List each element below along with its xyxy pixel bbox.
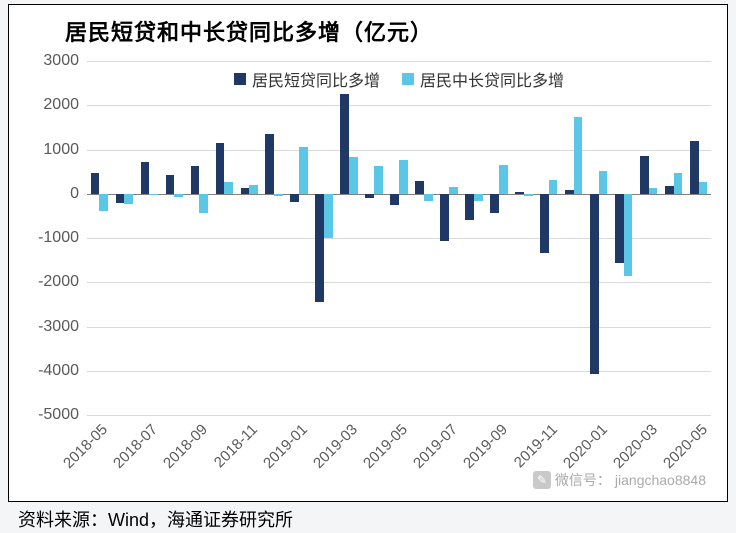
gridline bbox=[87, 282, 711, 283]
bar-series-1 bbox=[540, 194, 549, 253]
y-tick-label: 1000 bbox=[19, 141, 79, 159]
gridline bbox=[87, 105, 711, 106]
x-tick-label: 2019-05 bbox=[357, 421, 411, 475]
bar-series-2 bbox=[374, 166, 383, 194]
watermark: ✎ 微信号： jiangchao8848 bbox=[533, 470, 706, 490]
gridline bbox=[87, 371, 711, 372]
legend-swatch-2 bbox=[402, 73, 414, 85]
x-tick-label: 2019-09 bbox=[456, 421, 510, 475]
bar-series-1 bbox=[116, 194, 125, 203]
bar-series-2 bbox=[599, 171, 608, 194]
bar-series-2 bbox=[349, 157, 358, 194]
bar-series-1 bbox=[241, 188, 250, 194]
watermark-id: jiangchao8848 bbox=[615, 472, 706, 488]
x-tick-label: 2020-01 bbox=[556, 421, 610, 475]
y-tick-label: -1000 bbox=[19, 229, 79, 247]
y-tick-label: 2000 bbox=[19, 96, 79, 114]
legend-label-1: 居民短贷同比多增 bbox=[252, 67, 380, 91]
bar-series-1 bbox=[365, 194, 374, 198]
bar-series-2 bbox=[249, 185, 258, 194]
bar-series-2 bbox=[449, 187, 458, 194]
bar-series-1 bbox=[415, 181, 424, 194]
chart-card: 居民短贷和中长贷同比多增（亿元） 居民短贷同比多增 居民中长贷同比多增 -500… bbox=[8, 4, 728, 502]
bar-series-2 bbox=[99, 194, 108, 211]
bar-series-2 bbox=[174, 194, 183, 198]
bar-series-1 bbox=[91, 173, 100, 194]
bar-series-2 bbox=[324, 194, 333, 238]
bar-series-1 bbox=[216, 143, 225, 193]
bar-series-2 bbox=[299, 147, 308, 193]
bar-series-1 bbox=[390, 194, 399, 205]
gridline bbox=[87, 150, 711, 151]
bar-series-2 bbox=[274, 194, 283, 197]
bar-series-1 bbox=[590, 194, 599, 374]
x-tick-label: 2019-07 bbox=[406, 421, 460, 475]
bar-series-2 bbox=[674, 173, 683, 194]
bar-series-2 bbox=[149, 194, 158, 195]
x-tick-label: 2019-11 bbox=[506, 421, 560, 475]
legend-item-series-1: 居民短贷同比多增 bbox=[234, 67, 380, 91]
bar-series-2 bbox=[424, 194, 433, 201]
gridline bbox=[87, 61, 711, 62]
y-tick-label: -3000 bbox=[19, 318, 79, 336]
wechat-icon: ✎ bbox=[533, 471, 551, 489]
legend: 居民短贷同比多增 居民中长贷同比多增 bbox=[87, 67, 711, 91]
bar-series-1 bbox=[615, 194, 624, 263]
bar-series-2 bbox=[399, 160, 408, 194]
bar-series-1 bbox=[265, 134, 274, 193]
plot-area: 居民短贷同比多增 居民中长贷同比多增 bbox=[87, 61, 711, 415]
bar-series-2 bbox=[699, 182, 708, 194]
bar-series-1 bbox=[690, 141, 699, 194]
legend-swatch-1 bbox=[234, 73, 246, 85]
bar-series-2 bbox=[574, 117, 583, 194]
x-tick-label: 2020-03 bbox=[606, 421, 660, 475]
bar-series-1 bbox=[315, 194, 324, 302]
bar-series-1 bbox=[465, 194, 474, 221]
y-tick-label: 0 bbox=[19, 185, 79, 203]
bar-series-2 bbox=[499, 165, 508, 193]
x-tick-label: 2020-05 bbox=[656, 421, 710, 475]
y-tick-label: -5000 bbox=[19, 406, 79, 424]
gridline bbox=[87, 327, 711, 328]
bar-series-2 bbox=[224, 182, 233, 194]
bar-series-2 bbox=[624, 194, 633, 276]
bar-series-1 bbox=[166, 175, 175, 194]
x-tick-label: 2018-07 bbox=[107, 421, 161, 475]
y-tick-label: -4000 bbox=[19, 362, 79, 380]
bar-series-2 bbox=[474, 194, 483, 201]
bar-series-1 bbox=[490, 194, 499, 213]
bar-series-1 bbox=[640, 156, 649, 194]
x-tick-label: 2019-03 bbox=[307, 421, 361, 475]
bar-series-1 bbox=[515, 192, 524, 194]
legend-item-series-2: 居民中长贷同比多增 bbox=[402, 67, 564, 91]
bar-series-1 bbox=[191, 166, 200, 193]
bar-series-1 bbox=[665, 186, 674, 194]
x-tick-label: 2018-11 bbox=[207, 421, 261, 475]
gridline bbox=[87, 415, 711, 416]
x-tick-label: 2018-09 bbox=[157, 421, 211, 475]
watermark-prefix: 微信号： bbox=[555, 470, 611, 490]
bar-series-1 bbox=[565, 190, 574, 194]
chart-title: 居民短贷和中长贷同比多增（亿元） bbox=[65, 15, 433, 47]
y-tick-label: -2000 bbox=[19, 273, 79, 291]
y-tick-label: 3000 bbox=[19, 52, 79, 70]
x-tick-label: 2018-05 bbox=[57, 421, 111, 475]
x-tick-label: 2019-01 bbox=[257, 421, 311, 475]
source-text: 资料来源：Wind，海通证券研究所 bbox=[18, 506, 293, 532]
bar-series-2 bbox=[199, 194, 208, 213]
bar-series-2 bbox=[649, 188, 658, 193]
bar-series-2 bbox=[549, 180, 558, 193]
bar-series-1 bbox=[440, 194, 449, 241]
bar-series-2 bbox=[524, 194, 533, 197]
bar-series-1 bbox=[141, 162, 150, 194]
bar-series-1 bbox=[340, 94, 349, 194]
legend-label-2: 居民中长贷同比多增 bbox=[420, 67, 564, 91]
bar-series-2 bbox=[124, 194, 133, 204]
bar-series-1 bbox=[290, 194, 299, 202]
